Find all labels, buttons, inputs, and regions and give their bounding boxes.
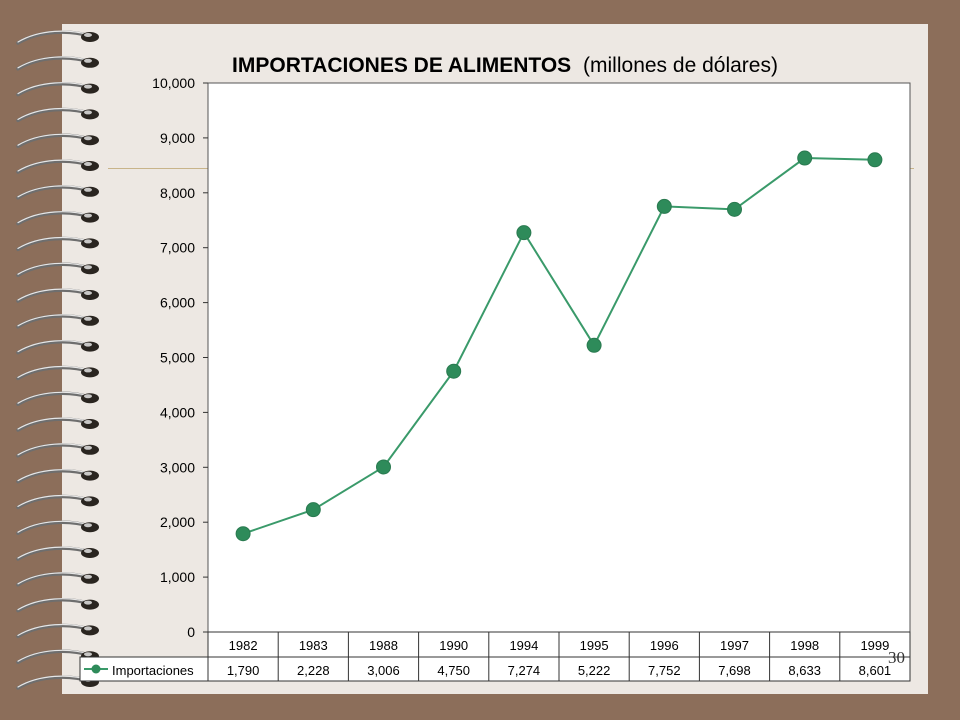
data-table-value: 1,790 — [227, 663, 260, 678]
spiral-ring — [16, 211, 99, 226]
y-tick-label: 8,000 — [160, 185, 195, 201]
data-table-value: 7,698 — [718, 663, 751, 678]
data-point — [305, 502, 321, 518]
data-point — [727, 201, 742, 217]
x-category-label: 1990 — [439, 638, 468, 653]
spiral-ring — [16, 365, 99, 381]
data-table-value: 5,222 — [578, 663, 611, 678]
series-line — [242, 157, 875, 535]
data-table-value: 3,006 — [367, 663, 400, 678]
chart-title-sub: (millones de dólares) — [583, 54, 778, 77]
x-category-label: 1997 — [720, 638, 749, 653]
spiral-ring — [16, 572, 99, 587]
spiral-ring — [16, 623, 99, 639]
spiral-ring — [16, 314, 99, 329]
data-point — [797, 150, 813, 166]
data-point — [867, 152, 883, 168]
y-tick-label: 4,000 — [160, 404, 195, 420]
data-table: 1982 1983 1988 1990 1994 1995 1996 1997 1998 1999… — [79, 631, 911, 682]
legend-key — [84, 664, 108, 674]
x-category-label: 1994 — [509, 638, 538, 653]
data-table-value: 4,750 — [437, 663, 470, 678]
spiral-ring — [16, 417, 99, 432]
spiral-ring — [16, 469, 99, 484]
data-table-value: 8,601 — [859, 663, 892, 678]
data-table-value: 7,752 — [648, 663, 681, 678]
x-category-label: 1982 — [229, 638, 258, 653]
spiral-binding — [16, 30, 99, 690]
data-table-value: 7,274 — [508, 663, 541, 678]
data-point — [656, 198, 672, 214]
spiral-ring — [16, 546, 99, 561]
spiral-ring — [16, 494, 99, 510]
y-tick-label: 6,000 — [160, 295, 195, 311]
data-point — [235, 526, 251, 542]
spiral-ring — [16, 288, 99, 303]
spiral-ring — [16, 107, 99, 123]
spiral-ring — [16, 443, 99, 458]
x-category-label: 1996 — [650, 638, 679, 653]
chart-title: IMPORTACIONES DE ALIMENTOS (millones de … — [232, 54, 778, 77]
y-tick-label: 10,000 — [152, 75, 195, 91]
spiral-ring — [16, 185, 99, 200]
spiral-ring — [16, 56, 99, 71]
spiral-ring — [16, 340, 99, 355]
data-point — [586, 337, 602, 353]
y-tick-label: 9,000 — [160, 130, 195, 146]
x-category-label: 1998 — [790, 638, 819, 653]
y-tick-label: 3,000 — [160, 459, 195, 475]
x-category-label: 1995 — [580, 638, 609, 653]
y-tick-label: 2,000 — [160, 514, 195, 530]
spiral-ring — [16, 159, 99, 174]
y-axis: 0 1,000 2,000 3,000 4,000 5,000 6,000 7,000 8,00… — [152, 75, 208, 640]
spiral-ring — [16, 262, 99, 277]
plot-area — [207, 82, 911, 633]
chart-title-main: IMPORTACIONES DE ALIMENTOS — [232, 54, 571, 77]
x-category-label: 1999 — [860, 638, 889, 653]
data-point — [376, 459, 391, 475]
page-number: 30 — [888, 648, 905, 667]
y-tick-label: 0 — [187, 624, 195, 640]
y-tick-label: 5,000 — [160, 350, 195, 366]
y-tick-label: 1,000 — [160, 569, 195, 585]
spiral-ring — [16, 236, 99, 252]
data-table-value: 2,228 — [297, 663, 330, 678]
y-tick-label: 7,000 — [160, 240, 195, 256]
data-point — [516, 225, 532, 241]
series-importaciones — [235, 150, 883, 542]
spiral-ring — [16, 520, 99, 535]
spiral-ring — [16, 391, 99, 406]
legend-label: Importaciones — [112, 663, 194, 678]
data-table-value: 8,633 — [788, 663, 821, 678]
x-category-label: 1988 — [369, 638, 398, 653]
data-point — [446, 363, 462, 379]
spiral-ring — [16, 598, 99, 613]
spiral-ring — [16, 82, 99, 97]
spiral-ring — [16, 30, 99, 45]
spiral-ring — [16, 133, 99, 148]
x-category-label: 1983 — [299, 638, 328, 653]
